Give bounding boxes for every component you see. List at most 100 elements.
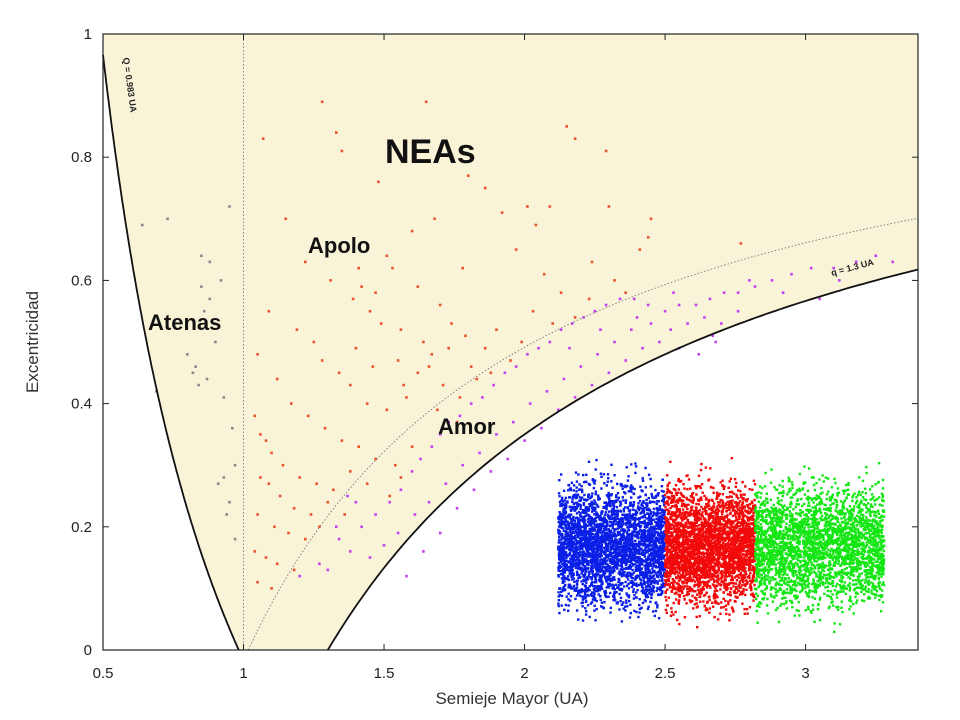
apolo-point bbox=[526, 205, 529, 208]
belt_inner-point bbox=[588, 529, 591, 532]
belt_inner-point bbox=[588, 514, 591, 517]
belt_inner-point bbox=[570, 505, 573, 509]
belt_inner-point bbox=[601, 517, 604, 520]
belt_middle-point bbox=[676, 618, 679, 622]
belt_middle-point bbox=[738, 530, 741, 533]
belt_inner-point bbox=[567, 560, 570, 563]
belt_inner-point bbox=[659, 528, 662, 531]
belt_inner-point bbox=[649, 600, 652, 604]
amor-point bbox=[672, 291, 675, 294]
belt_inner-point bbox=[627, 475, 630, 478]
amor-point bbox=[410, 470, 414, 473]
belt_inner-point bbox=[609, 532, 612, 536]
belt_inner-point bbox=[647, 570, 650, 573]
belt_inner-point bbox=[622, 607, 625, 610]
belt_middle-point bbox=[692, 535, 695, 539]
belt_inner-point bbox=[572, 572, 575, 575]
belt_inner-point bbox=[567, 575, 570, 578]
belt_inner-point bbox=[586, 537, 589, 540]
belt_middle-point bbox=[727, 496, 730, 499]
apolo-point bbox=[573, 316, 577, 319]
belt_inner-point bbox=[578, 589, 582, 592]
belt_inner-point bbox=[622, 558, 626, 561]
belt_inner-point bbox=[607, 577, 610, 580]
belt_inner-point bbox=[586, 550, 590, 553]
belt_inner-point bbox=[618, 571, 622, 574]
belt_middle-point bbox=[712, 596, 716, 600]
belt_inner-point bbox=[661, 579, 664, 583]
belt_inner-point bbox=[662, 556, 665, 559]
belt_middle-point bbox=[692, 607, 695, 610]
belt_inner-point bbox=[567, 553, 571, 556]
belt_inner-point bbox=[646, 504, 649, 507]
belt_inner-point bbox=[557, 548, 560, 551]
belt_inner-point bbox=[575, 496, 578, 499]
belt_inner-point bbox=[601, 519, 604, 522]
belt_inner-point bbox=[638, 611, 641, 614]
belt_inner-point bbox=[632, 518, 636, 521]
belt_middle-point bbox=[677, 477, 680, 481]
belt_inner-point bbox=[651, 540, 654, 543]
belt_inner-point bbox=[590, 495, 594, 498]
belt_middle-point bbox=[708, 514, 711, 517]
belt_inner-point bbox=[638, 559, 641, 562]
belt_inner-point bbox=[588, 483, 592, 486]
belt_inner-point bbox=[593, 564, 596, 568]
belt_inner-point bbox=[638, 607, 642, 611]
belt_inner-point bbox=[562, 508, 566, 511]
belt_inner-point bbox=[600, 575, 604, 578]
belt_inner-point bbox=[578, 537, 582, 540]
belt_inner-point bbox=[646, 573, 649, 577]
belt_inner-point bbox=[608, 551, 612, 554]
belt_inner-point bbox=[596, 566, 600, 570]
belt_middle-point bbox=[722, 606, 725, 609]
belt_middle-point bbox=[709, 578, 712, 581]
belt_inner-point bbox=[573, 531, 576, 534]
belt_inner-point bbox=[573, 554, 576, 558]
belt_inner-point bbox=[612, 504, 616, 507]
belt_inner-point bbox=[639, 581, 643, 585]
belt_middle-point bbox=[733, 513, 737, 516]
belt_inner-point bbox=[660, 542, 663, 545]
belt_inner-point bbox=[601, 522, 604, 525]
belt_inner-point bbox=[616, 567, 619, 570]
belt_inner-point bbox=[596, 569, 599, 572]
belt_inner-point bbox=[635, 576, 639, 579]
apolo-point bbox=[365, 482, 369, 485]
belt_inner-point bbox=[557, 569, 560, 572]
belt_inner-point bbox=[658, 517, 661, 520]
belt_middle-point bbox=[663, 584, 667, 587]
belt_inner-point bbox=[568, 534, 571, 537]
belt_middle-point bbox=[723, 579, 726, 582]
belt_inner-point bbox=[629, 581, 633, 584]
belt_inner-point bbox=[567, 609, 570, 612]
belt_inner-point bbox=[575, 495, 579, 498]
belt_middle-point bbox=[685, 561, 689, 564]
apolo-point bbox=[607, 205, 611, 208]
belt_inner-point bbox=[597, 497, 601, 501]
belt_middle-point bbox=[672, 530, 675, 533]
belt_inner-point bbox=[578, 594, 582, 597]
belt_inner-point bbox=[572, 550, 575, 553]
belt_inner-point bbox=[629, 502, 632, 505]
belt_inner-point bbox=[563, 537, 566, 540]
belt_inner-point bbox=[606, 555, 610, 558]
belt_inner-point bbox=[577, 565, 580, 569]
belt_inner-point bbox=[599, 525, 602, 528]
belt_middle-point bbox=[688, 547, 692, 551]
apolo-point bbox=[315, 482, 318, 485]
belt_inner-point bbox=[624, 552, 627, 556]
belt_inner-point bbox=[656, 575, 659, 578]
belt_middle-point bbox=[673, 519, 676, 522]
belt_inner-point bbox=[593, 559, 597, 563]
belt_inner-point bbox=[605, 578, 608, 582]
belt_inner-point bbox=[611, 500, 614, 503]
belt_inner-point bbox=[596, 555, 600, 558]
amor-point bbox=[478, 451, 481, 455]
belt_inner-point bbox=[662, 542, 665, 546]
belt_middle-point bbox=[739, 506, 742, 509]
belt_inner-point bbox=[583, 567, 587, 570]
belt_inner-point bbox=[571, 560, 574, 563]
apolo-point bbox=[416, 371, 420, 375]
belt_inner-point bbox=[609, 606, 612, 610]
